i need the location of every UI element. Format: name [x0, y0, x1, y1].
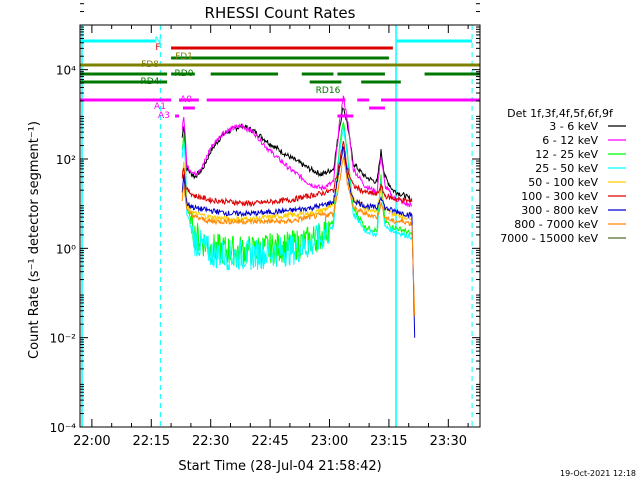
- legend-label-8: 7000 - 15000 keV: [500, 232, 598, 245]
- state-label-fd8: FD8: [141, 60, 159, 70]
- series-line-7: [181, 156, 416, 317]
- y-tick-label: 10⁻²: [50, 332, 77, 346]
- footer-timestamp: 19-Oct-2021 12:18: [560, 469, 636, 478]
- x-tick-label: 22:30: [192, 434, 229, 449]
- x-tick-label: 22:15: [133, 434, 170, 449]
- series-line-6: [181, 146, 416, 338]
- plot-area: [81, 25, 473, 427]
- y-tick-label: 10²: [56, 153, 76, 167]
- legend-label-7: 800 - 7000 keV: [514, 218, 598, 231]
- y-axis-label: Count Rate (s⁻¹ detector segment⁻¹): [27, 121, 42, 359]
- series-line-3: [181, 125, 413, 271]
- legend-label-3: 25 - 50 keV: [535, 162, 598, 175]
- x-tick-label: 23:15: [370, 434, 407, 449]
- plot-frame: [79, 24, 481, 428]
- state-label-f: F: [155, 43, 160, 53]
- annotation-bars: NF FD1 FD8 RD0 RD4 RD16 A1 A0 A3: [80, 36, 480, 121]
- legend-title: Det 1f,3f,4f,5f,6f,9f: [507, 107, 614, 120]
- state-label-rd16: RD16: [316, 86, 341, 96]
- y-tick-label: 10⁻⁴: [50, 421, 77, 435]
- x-tick-label: 22:00: [73, 434, 110, 449]
- x-tick-label: 23:00: [311, 434, 348, 449]
- state-label-rd4: RD4: [141, 77, 160, 87]
- state-label-a3: A3: [158, 111, 170, 121]
- series-line-5: [181, 141, 413, 208]
- x-tick-label: 23:30: [430, 434, 467, 449]
- x-tick-label: 22:45: [251, 434, 288, 449]
- state-label-a1: A1: [154, 102, 166, 112]
- series-line-4: [181, 144, 413, 224]
- legend-label-5: 100 - 300 keV: [521, 190, 598, 203]
- x-axis-label: Start Time (28-Jul-04 21:58:42): [178, 459, 381, 474]
- state-label-a0: A0: [180, 95, 192, 105]
- y-tick-label: 10⁴: [56, 64, 76, 78]
- state-label-rd0: RD0: [175, 69, 194, 79]
- state-label-n: N: [155, 36, 162, 46]
- chart-title: RHESSI Count Rates: [205, 4, 356, 22]
- state-label-fd1: FD1: [175, 52, 193, 62]
- series-line-1: [181, 95, 413, 208]
- legend-label-2: 12 - 25 keV: [535, 148, 598, 161]
- legend-label-0: 3 - 6 keV: [549, 120, 598, 133]
- axes: 22:00 22:15 22:30 22:45 23:00 23:15 23:30 10⁻⁴ 1…: [50, 3, 481, 449]
- legend-label-6: 300 - 800 keV: [521, 204, 598, 217]
- y-tick-label: 10⁰: [56, 242, 76, 256]
- legend-label-4: 50 - 100 keV: [528, 176, 598, 189]
- legend-label-1: 6 - 12 keV: [542, 134, 598, 147]
